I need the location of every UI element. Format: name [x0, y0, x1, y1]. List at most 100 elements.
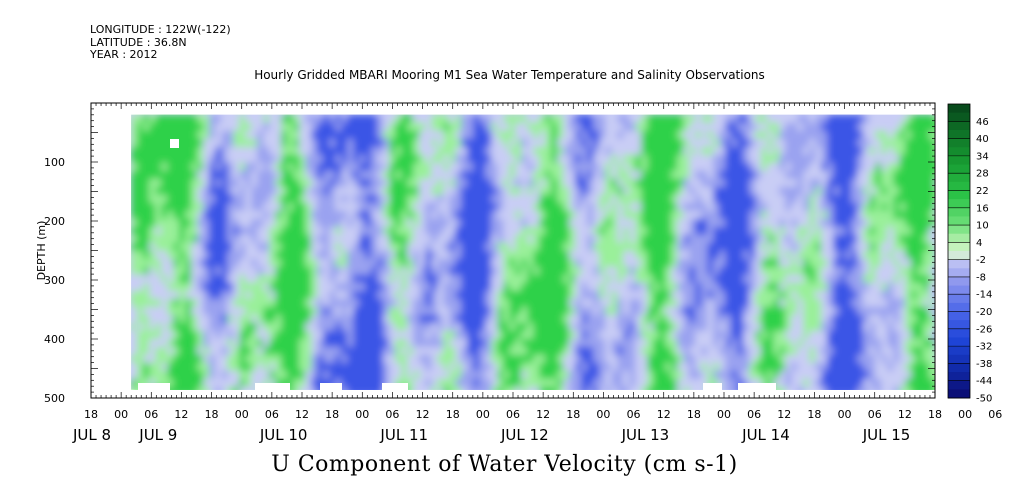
- field-cell: [455, 378, 462, 388]
- field-cell: [413, 322, 420, 332]
- field-cell: [197, 274, 204, 284]
- field-cell: [707, 226, 714, 236]
- field-cell: [683, 314, 690, 324]
- field-cell: [659, 234, 666, 244]
- field-cell: [785, 242, 792, 252]
- field-cell: [359, 266, 366, 276]
- field-cell: [905, 178, 912, 188]
- field-cell: [359, 330, 366, 340]
- field-cell: [683, 306, 690, 316]
- field-cell: [773, 250, 780, 260]
- field-cell: [773, 186, 780, 196]
- field-cell: [275, 202, 282, 212]
- field-cell: [389, 346, 396, 356]
- field-cell: [929, 266, 935, 276]
- field-cell: [803, 234, 810, 244]
- field-cell: [785, 218, 792, 228]
- field-cell: [875, 386, 882, 390]
- field-cell: [371, 290, 378, 300]
- field-cell: [839, 178, 846, 188]
- field-cell: [749, 226, 756, 236]
- field-cell: [821, 162, 828, 172]
- field-cell: [731, 130, 738, 140]
- field-cell: [911, 194, 918, 204]
- field-cell: [731, 242, 738, 252]
- field-cell: [353, 338, 360, 348]
- field-cell: [803, 226, 810, 236]
- field-cell: [557, 218, 564, 228]
- field-cell: [215, 162, 222, 172]
- field-cell: [233, 242, 240, 252]
- field-cell: [797, 242, 804, 252]
- field-cell: [377, 178, 384, 188]
- field-cell: [593, 154, 600, 164]
- field-cell: [359, 114, 366, 124]
- field-cell: [383, 306, 390, 316]
- field-cell: [923, 178, 930, 188]
- field-cell: [143, 170, 150, 180]
- field-cell: [317, 122, 324, 132]
- field-cell: [473, 242, 480, 252]
- field-cell: [311, 314, 318, 324]
- field-cell: [515, 114, 522, 124]
- field-cell: [557, 290, 564, 300]
- field-cell: [683, 202, 690, 212]
- field-cell: [413, 346, 420, 356]
- field-cell: [803, 330, 810, 340]
- field-cell: [407, 370, 414, 380]
- field-cell: [329, 122, 336, 132]
- field-cell: [455, 210, 462, 220]
- field-cell: [161, 114, 168, 124]
- field-cell: [131, 258, 138, 268]
- field-cell: [413, 210, 420, 220]
- field-cell: [173, 258, 180, 268]
- field-cell: [737, 354, 744, 364]
- field-cell: [203, 202, 210, 212]
- field-cell: [821, 362, 828, 372]
- field-cell: [341, 170, 348, 180]
- field-cell: [425, 122, 432, 132]
- field-cell: [629, 146, 636, 156]
- field-cell: [719, 298, 726, 308]
- field-cell: [515, 274, 522, 284]
- field-cell: [905, 218, 912, 228]
- field-cell: [449, 274, 456, 284]
- field-cell: [401, 370, 408, 380]
- field-cell: [443, 186, 450, 196]
- field-cell: [911, 122, 918, 132]
- field-cell: [407, 354, 414, 364]
- field-cell: [155, 194, 162, 204]
- field-cell: [371, 250, 378, 260]
- field-cell: [647, 146, 654, 156]
- field-cell: [605, 290, 612, 300]
- field-cell: [353, 130, 360, 140]
- field-cell: [293, 346, 300, 356]
- field-cell: [527, 202, 534, 212]
- field-cell: [209, 122, 216, 132]
- field-cell: [317, 282, 324, 292]
- field-cell: [263, 346, 270, 356]
- field-cell: [467, 226, 474, 236]
- field-cell: [209, 234, 216, 244]
- field-cell: [443, 306, 450, 316]
- field-cell: [377, 306, 384, 316]
- field-cell: [137, 314, 144, 324]
- field-cell: [185, 282, 192, 292]
- field-cell: [623, 298, 630, 308]
- field-cell: [305, 386, 312, 390]
- field-cell: [137, 234, 144, 244]
- field-cell: [659, 258, 666, 268]
- field-cell: [347, 122, 354, 132]
- field-cell: [563, 242, 570, 252]
- field-cell: [905, 306, 912, 316]
- field-cell: [527, 122, 534, 132]
- field-cell: [287, 362, 294, 372]
- field-cell: [725, 154, 732, 164]
- field-cell: [461, 234, 468, 244]
- field-cell: [227, 186, 234, 196]
- field-cell: [197, 242, 204, 252]
- field-cell: [809, 274, 816, 284]
- field-cell: [737, 282, 744, 292]
- field-cell: [791, 202, 798, 212]
- field-cell: [557, 186, 564, 196]
